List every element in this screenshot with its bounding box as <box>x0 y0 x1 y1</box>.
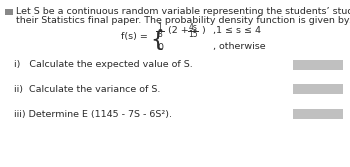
Text: , otherwise: , otherwise <box>213 42 266 51</box>
Text: ,1 ≤ s ≤ 4: ,1 ≤ s ≤ 4 <box>213 27 261 36</box>
Text: 0: 0 <box>157 42 163 51</box>
Text: {: { <box>150 30 164 50</box>
Text: ii)  Calculate the variance of S.: ii) Calculate the variance of S. <box>14 85 160 94</box>
Bar <box>293 109 343 119</box>
Text: 8: 8 <box>158 30 162 39</box>
Text: 1: 1 <box>158 23 162 32</box>
Text: (2 +: (2 + <box>168 27 192 36</box>
Text: 15: 15 <box>188 30 198 39</box>
Text: ): ) <box>201 27 205 36</box>
Text: i)   Calculate the expected value of S.: i) Calculate the expected value of S. <box>14 60 193 69</box>
Text: 4s: 4s <box>189 23 197 32</box>
Text: their Statistics final paper. The probability density function is given by:: their Statistics final paper. The probab… <box>16 16 350 25</box>
Text: f(s) =: f(s) = <box>121 33 148 42</box>
Bar <box>293 60 343 70</box>
Text: iii) Determine E (1145 - 7S - 6S²).: iii) Determine E (1145 - 7S - 6S²). <box>14 110 172 119</box>
Text: Let S be a continuous random variable representing the students’ study time (in : Let S be a continuous random variable re… <box>16 7 350 16</box>
Bar <box>293 84 343 94</box>
Bar <box>5 9 13 15</box>
